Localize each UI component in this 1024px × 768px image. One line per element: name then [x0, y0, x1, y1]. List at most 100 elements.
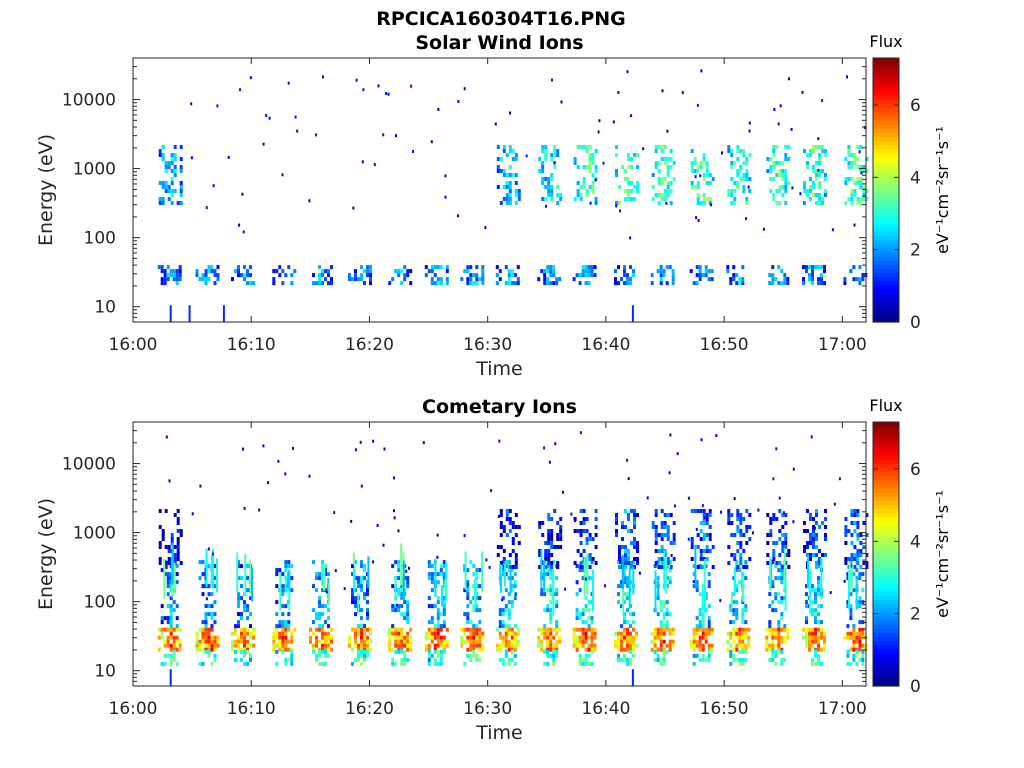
flux-pixel [862, 561, 866, 565]
flux-pixel [735, 631, 739, 636]
flux-pixel [469, 620, 473, 625]
flux-pixel [824, 525, 827, 529]
flux-pixel [668, 643, 672, 648]
flux-streak [628, 568, 631, 609]
flux-pixel [587, 647, 591, 652]
flux-pixel [820, 273, 823, 278]
flux-pixel [690, 545, 694, 549]
flux-pixel [654, 525, 658, 529]
flux-pixel [668, 576, 672, 581]
flux-pixel [278, 568, 282, 573]
flux-pixel [439, 643, 443, 648]
flux-pixel [629, 624, 632, 629]
flux-pixel [507, 269, 511, 274]
flux-pixel [576, 193, 580, 197]
flux-pixel [803, 545, 806, 549]
flux-pixel [806, 529, 809, 533]
flux-pixel [544, 145, 548, 149]
flux-pixel [161, 153, 165, 157]
flux-pixel [584, 627, 588, 632]
flux-pixel [861, 277, 865, 282]
flux-pixel [547, 541, 551, 545]
flux-dot [669, 433, 672, 437]
flux-pixel [665, 624, 669, 629]
flux-pixel [591, 185, 595, 189]
flux-streak [622, 576, 625, 615]
flux-pixel [812, 185, 815, 189]
flux-pixel [160, 277, 164, 282]
flux-pixel [198, 627, 202, 632]
flux-pixel [481, 265, 485, 270]
flux-pixel [514, 553, 518, 557]
flux-pixel [160, 616, 164, 621]
flux-dot [668, 471, 671, 475]
flux-pixel [772, 541, 776, 545]
flux-pixel [618, 557, 621, 561]
flux-pixel [855, 647, 859, 652]
flux-pixel [290, 639, 294, 644]
flux-pixel [847, 165, 851, 169]
flux-pixel [403, 273, 407, 278]
flux-pixel [427, 627, 431, 632]
flux-pixel [507, 273, 511, 278]
flux-pixel [584, 635, 588, 640]
flux-pixel [815, 193, 818, 197]
flux-pixel [552, 265, 556, 270]
flux-pixel [213, 647, 217, 652]
flux-pixel [587, 635, 591, 640]
colorbar-segment [873, 177, 899, 183]
flux-pixel [357, 657, 360, 662]
flux-pixel [324, 643, 327, 648]
flux-dot [422, 441, 425, 445]
flux-pixel [858, 620, 862, 625]
flux-pixel [690, 165, 694, 169]
flux-pixel [739, 557, 743, 561]
flux-pixel [584, 596, 588, 601]
flux-pixel [272, 639, 276, 644]
flux-dot [262, 142, 265, 146]
flux-pixel [814, 616, 817, 621]
flux-pixel [327, 639, 330, 644]
flux-pixel [657, 169, 661, 173]
flux-pixel [741, 281, 745, 286]
flux-pixel [169, 616, 173, 621]
flux-pixel [727, 545, 731, 549]
flux-pixel [621, 165, 624, 169]
flux-streak [163, 558, 166, 599]
flux-pixel [824, 149, 827, 153]
flux-pixel [321, 661, 324, 666]
flux-pixel [849, 635, 853, 640]
flux-pixel [433, 265, 437, 270]
flux-pixel [281, 620, 285, 625]
flux-pixel [702, 173, 706, 177]
flux-pixel [654, 509, 658, 513]
flux-pixel [771, 584, 775, 589]
flux-pixel [585, 541, 589, 545]
flux-pixel [351, 572, 354, 577]
flux-pixel [252, 627, 255, 632]
flux-pixel [424, 643, 428, 648]
flux-pixel [472, 653, 476, 658]
flux-pixel [696, 169, 700, 173]
flux-pixel [397, 649, 401, 654]
flux-streak [173, 562, 176, 594]
flux-pixel [745, 509, 749, 513]
flux-pixel [617, 657, 620, 662]
flux-pixel [861, 649, 865, 654]
flux-pixel [786, 631, 790, 636]
flux-pixel [732, 576, 736, 581]
flux-pixel [179, 165, 183, 169]
flux-pixel [544, 197, 548, 201]
flux-pixel [774, 649, 778, 654]
flux-dot [674, 504, 676, 508]
flux-pixel [558, 639, 562, 644]
flux-pixel [318, 624, 321, 629]
flux-pixel [855, 576, 859, 581]
flux-pixel [735, 568, 739, 573]
flux-pixel [237, 643, 240, 648]
flux-pixel [704, 592, 708, 597]
flux-pixel [287, 612, 291, 617]
flux-pixel [210, 643, 214, 648]
flux-pixel [741, 616, 745, 621]
flux-pixel [772, 553, 776, 557]
